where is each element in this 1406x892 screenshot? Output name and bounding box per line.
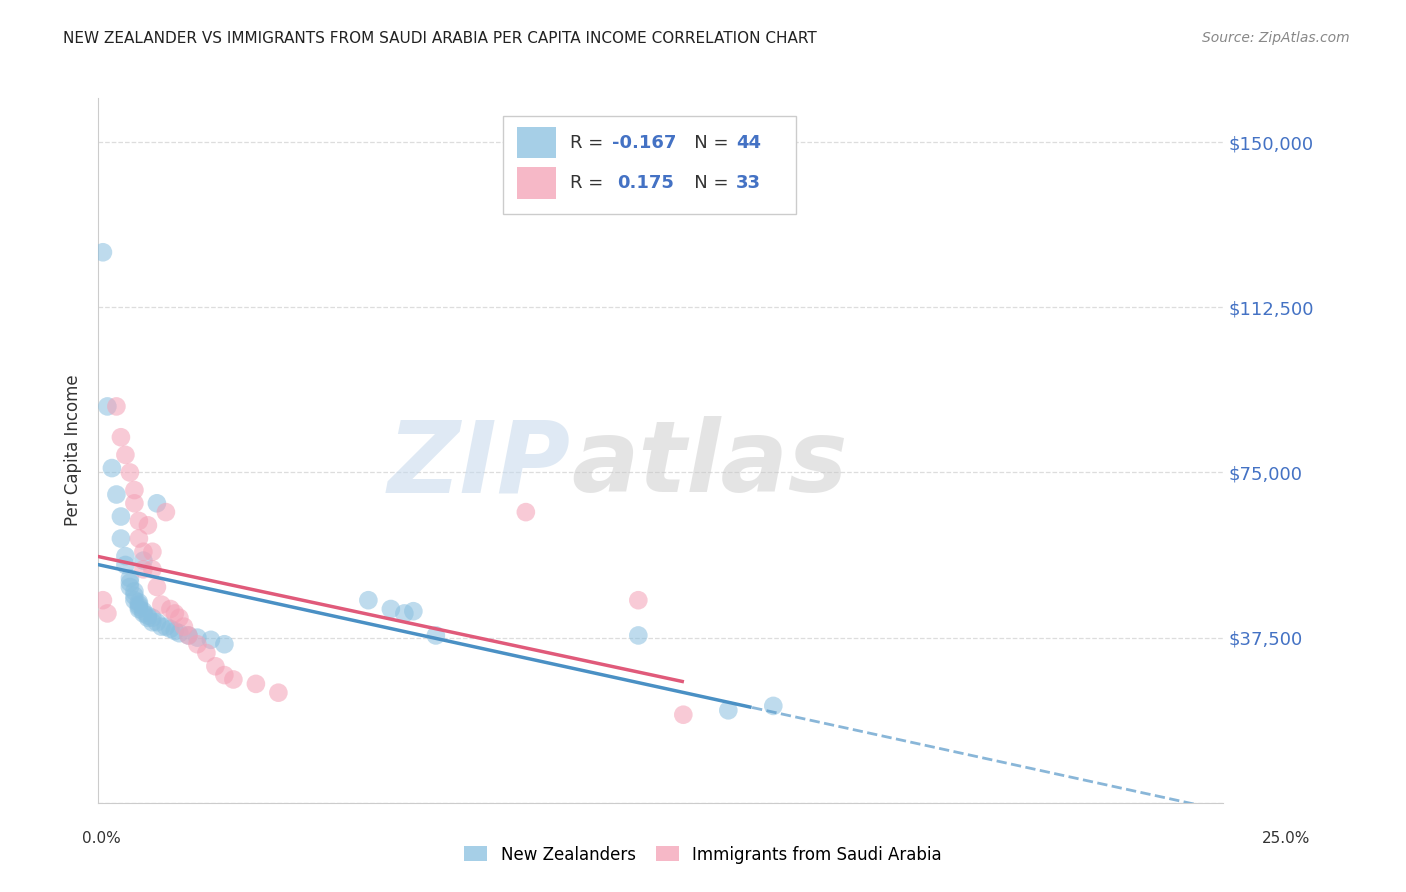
- Point: [132, 604, 155, 618]
- Point: [357, 593, 380, 607]
- Text: ZIP: ZIP: [388, 416, 571, 513]
- Point: [118, 575, 141, 590]
- Point: [118, 580, 141, 594]
- Point: [150, 598, 173, 612]
- Point: [118, 571, 141, 585]
- Point: [132, 562, 155, 576]
- Point: [136, 608, 159, 623]
- Text: R =: R =: [569, 174, 614, 192]
- Text: 25.0%: 25.0%: [1263, 831, 1310, 846]
- Text: -0.167: -0.167: [613, 134, 676, 152]
- Point: [141, 611, 163, 625]
- Point: [110, 532, 132, 546]
- Text: 0.0%: 0.0%: [82, 831, 121, 846]
- Point: [515, 505, 537, 519]
- Text: NEW ZEALANDER VS IMMIGRANTS FROM SAUDI ARABIA PER CAPITA INCOME CORRELATION CHAR: NEW ZEALANDER VS IMMIGRANTS FROM SAUDI A…: [63, 31, 817, 46]
- Text: N =: N =: [676, 134, 734, 152]
- Point: [128, 595, 150, 609]
- Text: 44: 44: [737, 134, 761, 152]
- Point: [425, 628, 447, 642]
- Point: [150, 619, 173, 633]
- Point: [128, 532, 150, 546]
- Point: [124, 496, 146, 510]
- Point: [132, 553, 155, 567]
- Text: atlas: atlas: [571, 416, 848, 513]
- Point: [128, 514, 150, 528]
- Point: [114, 549, 136, 564]
- Point: [267, 686, 290, 700]
- Point: [96, 607, 118, 621]
- Point: [155, 619, 177, 633]
- Text: 33: 33: [737, 174, 761, 192]
- Point: [101, 461, 124, 475]
- Text: Source: ZipAtlas.com: Source: ZipAtlas.com: [1202, 31, 1350, 45]
- Point: [114, 448, 136, 462]
- Point: [717, 703, 740, 717]
- Point: [672, 707, 695, 722]
- Point: [173, 619, 195, 633]
- FancyBboxPatch shape: [517, 127, 557, 159]
- Point: [155, 505, 177, 519]
- FancyBboxPatch shape: [503, 116, 796, 214]
- Point: [169, 611, 191, 625]
- Point: [204, 659, 226, 673]
- Point: [91, 245, 114, 260]
- Point: [159, 602, 181, 616]
- Point: [402, 604, 425, 618]
- Point: [141, 545, 163, 559]
- Point: [186, 631, 208, 645]
- Point: [163, 607, 186, 621]
- Point: [177, 628, 200, 642]
- Point: [245, 677, 267, 691]
- Point: [200, 632, 222, 647]
- Text: N =: N =: [676, 174, 734, 192]
- Point: [141, 615, 163, 630]
- Point: [105, 487, 128, 501]
- Point: [380, 602, 402, 616]
- Point: [141, 562, 163, 576]
- Text: R =: R =: [569, 134, 609, 152]
- Legend: New Zealanders, Immigrants from Saudi Arabia: New Zealanders, Immigrants from Saudi Ar…: [457, 839, 949, 871]
- Point: [762, 698, 785, 713]
- Point: [195, 646, 218, 660]
- Point: [128, 598, 150, 612]
- Point: [136, 611, 159, 625]
- Point: [177, 628, 200, 642]
- Point: [394, 607, 416, 621]
- Point: [169, 626, 191, 640]
- Point: [118, 466, 141, 480]
- Point: [124, 593, 146, 607]
- Point: [132, 545, 155, 559]
- Point: [132, 607, 155, 621]
- Point: [627, 628, 650, 642]
- Point: [91, 593, 114, 607]
- Point: [159, 622, 181, 636]
- Point: [214, 668, 236, 682]
- Point: [627, 593, 650, 607]
- Point: [222, 673, 245, 687]
- Point: [110, 509, 132, 524]
- Point: [146, 496, 169, 510]
- Point: [214, 637, 236, 651]
- Point: [105, 400, 128, 414]
- Point: [96, 400, 118, 414]
- Point: [186, 637, 208, 651]
- Point: [146, 580, 169, 594]
- Point: [110, 430, 132, 444]
- Point: [124, 483, 146, 497]
- Point: [128, 602, 150, 616]
- Point: [146, 615, 169, 630]
- FancyBboxPatch shape: [517, 167, 557, 199]
- Point: [124, 589, 146, 603]
- Point: [114, 558, 136, 572]
- Point: [163, 624, 186, 638]
- Y-axis label: Per Capita Income: Per Capita Income: [65, 375, 83, 526]
- Point: [136, 518, 159, 533]
- Text: 0.175: 0.175: [617, 174, 673, 192]
- Point: [124, 584, 146, 599]
- Point: [128, 599, 150, 614]
